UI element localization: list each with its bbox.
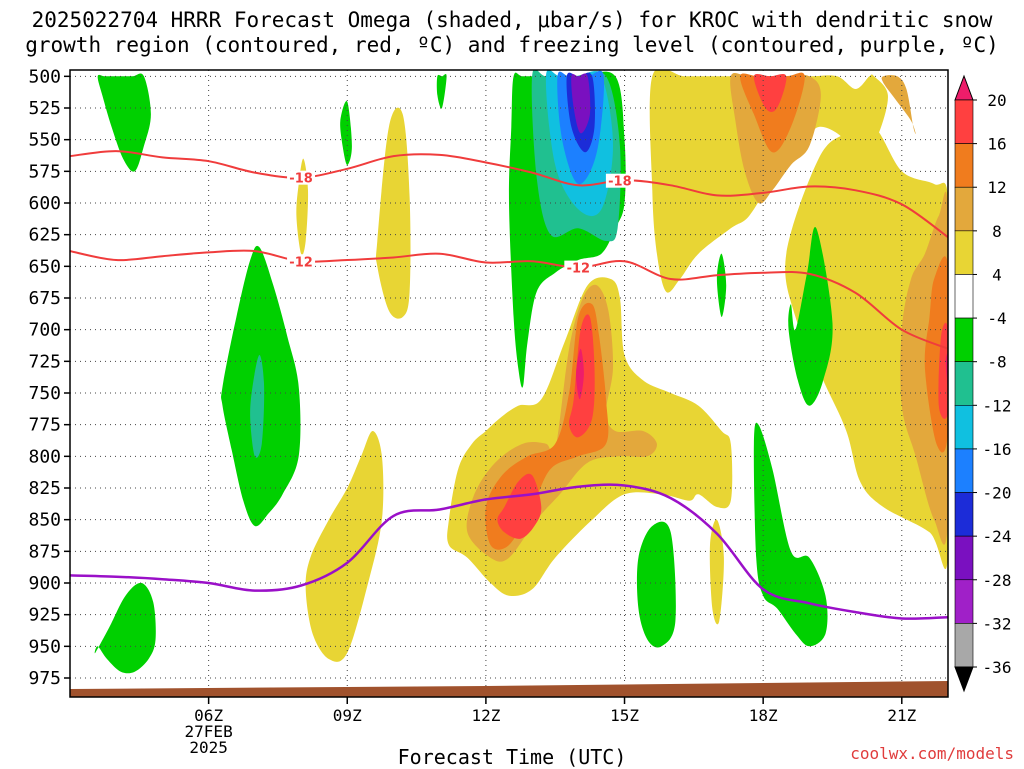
y-tick-label: 850 [28,510,61,531]
colorbar-top-arrow [954,74,974,101]
colorbar-label: -32 [983,614,1012,633]
colorbar-label: 16 [987,135,1006,154]
omega-region [340,100,352,165]
colorbar-bin [954,579,974,624]
omega-region [709,519,724,625]
y-tick-label: 900 [28,573,61,594]
y-tick-label: 700 [28,320,61,341]
colorbar-bin [954,274,974,319]
omega-region [250,355,265,458]
colorbar-bin [954,448,974,493]
x-tick-label: 2025 [189,738,228,757]
contour-label-bg [605,173,634,188]
x-tick-label: 18Z [749,706,778,725]
dgz-contour-label: -18 [289,172,313,187]
colorbar-bin [954,405,974,450]
contour-label-bg [287,254,316,269]
chart-title-line1: 2025022704 HRRR Forecast Omega (shaded, … [31,8,993,32]
omega-region [753,422,828,647]
x-tick-label: 21Z [887,706,916,725]
omega-shading [94,70,948,674]
x-tick-label: 06Z [194,706,223,725]
colorbar-label: 8 [992,222,1002,241]
colorbar-label: -36 [983,658,1012,677]
colorbar-bin [954,99,974,144]
omega-region [375,107,411,319]
omega-region [788,227,833,406]
colorbar-label: -12 [983,396,1012,415]
colorbar-label: 20 [987,91,1006,110]
dgz-contour-line [70,150,948,239]
chart-title-line2: growth region (contoured, red, ºC) and f… [25,33,999,57]
omega-region [571,73,591,134]
colorbar-label: -8 [987,353,1006,372]
y-tick-label: 975 [28,668,61,689]
terrain-fill [70,681,948,697]
contour-label-bg [564,260,593,275]
x-tick-label: 09Z [333,706,362,725]
contour-label-bg [287,170,316,185]
omega-region [305,431,384,662]
colorbar-label: 4 [992,265,1002,284]
colorbar-bin [954,143,974,188]
freezing-level-line [70,483,948,620]
omega-region [97,73,151,172]
omega-region [94,582,156,674]
y-tick-label: 950 [28,636,61,657]
colorbar-bin [954,361,974,406]
y-tick-label: 675 [28,288,61,309]
y-tick-label: 800 [28,446,61,467]
x-tick-label: 15Z [610,706,639,725]
y-tick-label: 750 [28,383,61,404]
y-tick-label: 825 [28,478,61,499]
dgz-contour-label: -12 [289,255,313,270]
y-tick-label: 925 [28,605,61,626]
colorbar-label: -20 [983,484,1012,503]
colorbar-bottom-arrow [954,666,974,693]
contour-lines: -18 -18 -12 -12 [70,150,948,620]
omega-region [753,73,787,112]
omega-region [636,521,676,648]
colorbar-bin [954,535,974,581]
dgz-contour-line [70,249,948,350]
omega-region [881,75,916,134]
x-tick-label: 27FEB [185,722,233,741]
omega-region [716,253,727,318]
colorbar-bin [954,623,974,668]
colorbar: 20 16 12 8 4 -4 -8 -12 -16 -20 -24 -28 -32 -36 [954,74,1012,693]
omega-region [497,473,542,539]
colorbar-label: 12 [987,178,1006,197]
credit-text: coolwx.com/models [850,744,1014,763]
colorbar-bin [954,186,974,232]
y-tick-label: 875 [28,541,61,562]
y-tick-label: 500 [28,66,61,87]
colorbar-label: -24 [983,527,1012,546]
y-tick-label: 725 [28,351,61,372]
colorbar-bin [954,492,974,537]
y-tick-label: 550 [28,130,61,151]
colorbar-bin [954,317,974,362]
omega-region [575,348,584,400]
dgz-contour-label: -12 [567,262,591,277]
omega-region [740,72,805,153]
axes: 500 525 550 575 600 625 650 675 700 725 750 775 800 8… [28,66,949,757]
colorbar-label: -28 [983,571,1012,590]
x-axis-title: Forecast Time (UTC) [397,745,627,769]
y-tick-label: 650 [28,256,61,277]
dgz-contour-label: -18 [608,175,632,190]
plot-frame [69,69,949,698]
omega-region [785,124,948,569]
colorbar-label: -4 [987,309,1006,328]
omega-region [436,73,447,109]
y-tick-label: 625 [28,225,61,246]
colorbar-label: -16 [983,440,1012,459]
y-tick-label: 600 [28,193,61,214]
y-tick-label: 775 [28,415,61,436]
x-tick-label: 12Z [471,706,500,725]
colorbar-bin [954,230,974,275]
y-tick-label: 575 [28,161,61,182]
y-tick-label: 525 [28,98,61,119]
terrain-band [70,681,948,697]
